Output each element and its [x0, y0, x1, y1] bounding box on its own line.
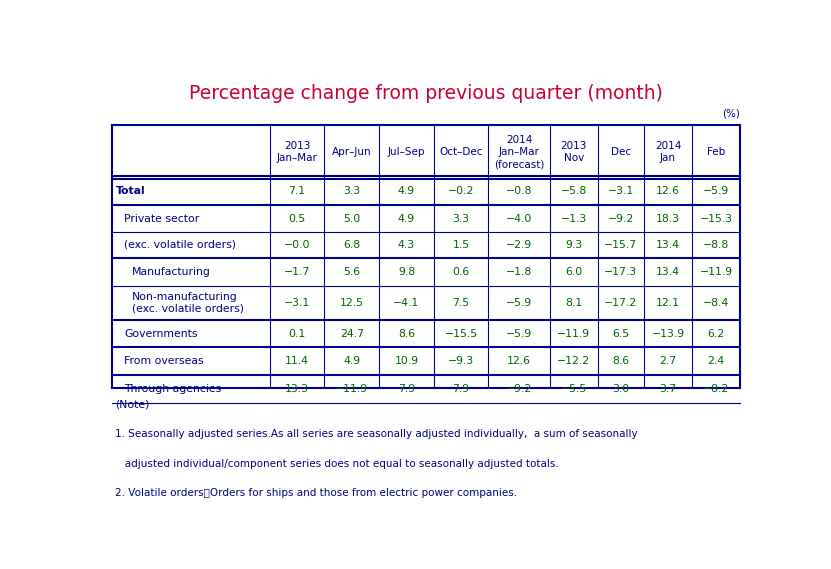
Text: −0.2: −0.2 — [448, 186, 475, 196]
Text: −0.0: −0.0 — [284, 240, 310, 250]
Text: Jul–Sep: Jul–Sep — [388, 147, 425, 157]
Text: Private sector: Private sector — [125, 213, 199, 224]
Text: −11.9: −11.9 — [558, 328, 590, 339]
Text: 2013
Nov: 2013 Nov — [561, 141, 587, 163]
Text: 12.6: 12.6 — [656, 186, 680, 196]
Text: 7.5: 7.5 — [453, 298, 470, 308]
Text: −17.2: −17.2 — [604, 298, 637, 308]
Text: −1.3: −1.3 — [561, 213, 587, 224]
Text: Dec: Dec — [611, 147, 631, 157]
Text: 2.4: 2.4 — [707, 356, 725, 366]
Text: 2013
Jan–Mar: 2013 Jan–Mar — [277, 141, 317, 163]
Text: 1. Seasonally adjusted series.As all series are seasonally adjusted individually: 1. Seasonally adjusted series.As all ser… — [115, 429, 637, 439]
Text: (exc. volatile orders): (exc. volatile orders) — [125, 240, 237, 250]
Text: 3.3: 3.3 — [453, 213, 470, 224]
Text: −9.3: −9.3 — [448, 356, 475, 366]
Text: 0.5: 0.5 — [288, 213, 306, 224]
Text: 7.9: 7.9 — [453, 384, 470, 394]
Text: 6.5: 6.5 — [612, 328, 629, 339]
Text: 4.9: 4.9 — [398, 213, 415, 224]
Text: −1.8: −1.8 — [506, 267, 532, 277]
Text: −3.1: −3.1 — [284, 298, 310, 308]
Text: 12.1: 12.1 — [656, 298, 680, 308]
Text: Feb: Feb — [707, 147, 725, 157]
Text: Through agencies: Through agencies — [125, 384, 222, 394]
Text: 8.6: 8.6 — [398, 328, 415, 339]
Text: −13.9: −13.9 — [652, 328, 685, 339]
Text: 24.7: 24.7 — [340, 328, 364, 339]
Text: 10.9: 10.9 — [395, 356, 419, 366]
Text: −17.3: −17.3 — [604, 267, 637, 277]
Text: 7.9: 7.9 — [398, 384, 415, 394]
Text: −5.8: −5.8 — [561, 186, 587, 196]
Text: −12.2: −12.2 — [558, 356, 590, 366]
Text: 4.3: 4.3 — [398, 240, 415, 250]
Text: −9.2: −9.2 — [506, 384, 532, 394]
Text: 0.1: 0.1 — [288, 328, 306, 339]
Text: −4.1: −4.1 — [393, 298, 420, 308]
Text: 3.7: 3.7 — [660, 384, 676, 394]
Text: −8.2: −8.2 — [703, 384, 730, 394]
Text: −0.8: −0.8 — [506, 186, 533, 196]
Text: −2.9: −2.9 — [506, 240, 532, 250]
Text: Percentage change from previous quarter (month): Percentage change from previous quarter … — [189, 84, 663, 102]
Text: −15.3: −15.3 — [700, 213, 733, 224]
Text: adjusted individual/component series does not equal to seasonally adjusted total: adjusted individual/component series doe… — [115, 459, 558, 469]
Text: 2. Volatile orders：Orders for ships and those from electric power companies.: 2. Volatile orders：Orders for ships and … — [115, 488, 517, 498]
Text: 3.0: 3.0 — [612, 384, 630, 394]
Text: −5.9: −5.9 — [506, 298, 532, 308]
Text: −11.9: −11.9 — [335, 384, 368, 394]
Text: −15.7: −15.7 — [604, 240, 637, 250]
Text: Total: Total — [116, 186, 145, 196]
Text: 6.2: 6.2 — [707, 328, 725, 339]
Text: −1.7: −1.7 — [284, 267, 310, 277]
Text: 7.1: 7.1 — [288, 186, 306, 196]
Text: 5.0: 5.0 — [343, 213, 361, 224]
Text: 1.5: 1.5 — [453, 240, 470, 250]
Text: 4.9: 4.9 — [398, 186, 415, 196]
Text: −5.9: −5.9 — [506, 328, 532, 339]
Text: From overseas: From overseas — [125, 356, 204, 366]
Text: Oct–Dec: Oct–Dec — [440, 147, 483, 157]
Text: 13.4: 13.4 — [656, 267, 680, 277]
Text: Manufacturing: Manufacturing — [131, 267, 210, 277]
Text: Non-manufacturing
(exc. volatile orders): Non-manufacturing (exc. volatile orders) — [131, 292, 243, 314]
Text: 4.9: 4.9 — [343, 356, 361, 366]
Text: Apr–Jun: Apr–Jun — [332, 147, 371, 157]
Text: 8.1: 8.1 — [565, 298, 583, 308]
Text: (%): (%) — [722, 109, 740, 119]
Text: −15.5: −15.5 — [445, 328, 478, 339]
Text: 2014
Jan: 2014 Jan — [655, 141, 681, 163]
Text: 12.6: 12.6 — [507, 356, 531, 366]
Text: 9.3: 9.3 — [565, 240, 583, 250]
Text: 8.6: 8.6 — [612, 356, 629, 366]
Text: 11.4: 11.4 — [285, 356, 309, 366]
Text: 18.3: 18.3 — [656, 213, 680, 224]
Text: 2.7: 2.7 — [660, 356, 676, 366]
Text: −9.2: −9.2 — [607, 213, 634, 224]
Text: 0.6: 0.6 — [453, 267, 470, 277]
Text: 13.3: 13.3 — [285, 384, 309, 394]
Text: 12.5: 12.5 — [340, 298, 364, 308]
Text: (Note): (Note) — [115, 399, 150, 409]
Text: −5.9: −5.9 — [703, 186, 730, 196]
Text: −8.4: −8.4 — [703, 298, 730, 308]
Text: 6.8: 6.8 — [343, 240, 361, 250]
Text: −3.1: −3.1 — [607, 186, 634, 196]
Text: 13.4: 13.4 — [656, 240, 680, 250]
Text: −5.5: −5.5 — [561, 384, 587, 394]
Text: −11.9: −11.9 — [700, 267, 733, 277]
Text: 2014
Jan–Mar
(forecast): 2014 Jan–Mar (forecast) — [494, 134, 544, 170]
Text: 5.6: 5.6 — [343, 267, 361, 277]
Text: 6.0: 6.0 — [565, 267, 583, 277]
Text: 9.8: 9.8 — [398, 267, 415, 277]
Text: 3.3: 3.3 — [343, 186, 361, 196]
Text: Governments: Governments — [125, 328, 198, 339]
Text: −8.8: −8.8 — [703, 240, 730, 250]
Text: −4.0: −4.0 — [506, 213, 533, 224]
